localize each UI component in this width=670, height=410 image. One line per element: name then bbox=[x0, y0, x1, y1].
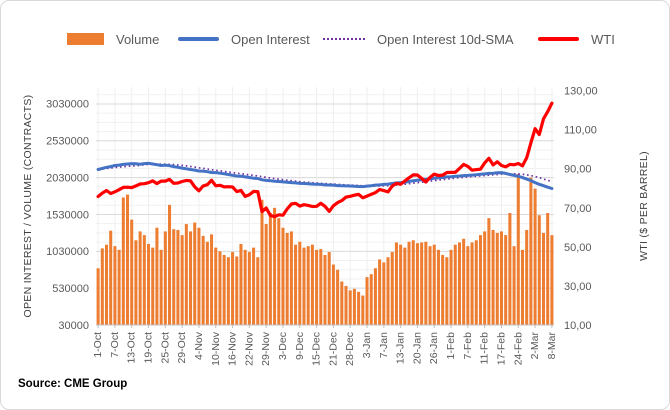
svg-text:10-Nov: 10-Nov bbox=[210, 331, 222, 366]
svg-text:90,00: 90,00 bbox=[564, 164, 592, 176]
svg-text:130,00: 130,00 bbox=[564, 86, 598, 98]
svg-text:13-Oct: 13-Oct bbox=[126, 332, 138, 364]
legend-label-open-interest-sma: Open Interest 10d-SMA bbox=[377, 31, 514, 47]
svg-text:4-Nov: 4-Nov bbox=[193, 331, 205, 360]
svg-text:9-Dec: 9-Dec bbox=[294, 332, 306, 360]
source-note: Source: CME Group bbox=[18, 378, 128, 390]
legend-item-wti: WTI bbox=[538, 27, 615, 51]
svg-text:29-Nov: 29-Nov bbox=[260, 331, 272, 366]
svg-text:3030000: 3030000 bbox=[46, 99, 89, 111]
svg-text:30000: 30000 bbox=[58, 320, 89, 332]
svg-text:1-Feb: 1-Feb bbox=[445, 332, 457, 360]
open-interest-line-icon bbox=[178, 37, 219, 41]
svg-text:2530000: 2530000 bbox=[46, 136, 89, 148]
legend-item-open-interest: Open Interest bbox=[178, 27, 310, 51]
open-interest-sma-dotted-line-icon bbox=[323, 38, 365, 40]
svg-text:1030000: 1030000 bbox=[46, 246, 89, 258]
svg-text:3-Jan: 3-Jan bbox=[361, 332, 373, 358]
svg-text:530000: 530000 bbox=[52, 283, 89, 295]
svg-text:70,00: 70,00 bbox=[564, 203, 592, 215]
svg-text:20-Jan: 20-Jan bbox=[411, 332, 423, 364]
svg-text:21-Dec: 21-Dec bbox=[327, 332, 339, 366]
svg-text:11-Feb: 11-Feb bbox=[479, 332, 491, 365]
svg-text:110,00: 110,00 bbox=[564, 125, 597, 137]
svg-text:29-Oct: 29-Oct bbox=[176, 332, 188, 364]
svg-text:10,00: 10,00 bbox=[564, 320, 592, 332]
svg-text:28-Dec: 28-Dec bbox=[344, 332, 356, 366]
svg-text:16-Nov: 16-Nov bbox=[227, 331, 239, 366]
svg-text:17-Feb: 17-Feb bbox=[495, 332, 507, 365]
svg-text:50,00: 50,00 bbox=[564, 242, 592, 254]
volume-swatch-icon bbox=[67, 33, 104, 45]
svg-text:22-Nov: 22-Nov bbox=[243, 331, 255, 366]
svg-text:8-Mar: 8-Mar bbox=[546, 331, 558, 359]
svg-text:19-Oct: 19-Oct bbox=[143, 332, 155, 364]
legend-item-open-interest-sma: Open Interest 10d-SMA bbox=[323, 27, 514, 51]
svg-text:13-Jan: 13-Jan bbox=[395, 332, 407, 364]
svg-text:1530000: 1530000 bbox=[46, 209, 89, 221]
legend-item-volume: Volume bbox=[67, 27, 159, 51]
svg-text:30,00: 30,00 bbox=[564, 281, 592, 293]
svg-text:7-Jan: 7-Jan bbox=[378, 332, 390, 358]
svg-text:1-Oct: 1-Oct bbox=[92, 332, 104, 358]
wti-line-icon bbox=[538, 37, 579, 41]
svg-text:15-Dec: 15-Dec bbox=[311, 332, 323, 366]
chart-legend: Volume Open Interest Open Interest 10d-S… bbox=[1, 27, 669, 51]
svg-text:25-Oct: 25-Oct bbox=[159, 332, 171, 364]
svg-text:7-Oct: 7-Oct bbox=[109, 332, 121, 358]
svg-text:2-Mar: 2-Mar bbox=[529, 331, 541, 359]
svg-text:3-Dec: 3-Dec bbox=[277, 332, 289, 360]
legend-label-wti: WTI bbox=[591, 31, 615, 47]
svg-text:2030000: 2030000 bbox=[46, 172, 89, 184]
svg-text:24-Feb: 24-Feb bbox=[512, 332, 524, 365]
legend-label-open-interest: Open Interest bbox=[231, 31, 310, 47]
svg-text:26-Jan: 26-Jan bbox=[428, 332, 440, 364]
legend-label-volume: Volume bbox=[116, 31, 160, 47]
svg-text:7-Feb: 7-Feb bbox=[462, 332, 474, 360]
